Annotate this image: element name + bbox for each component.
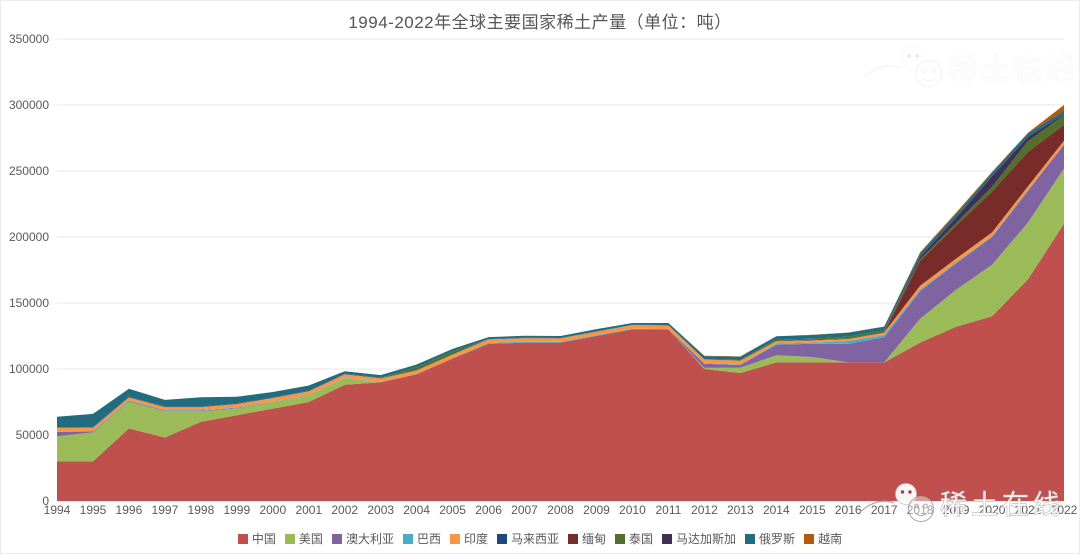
x-axis-tick-label: 2019 <box>943 503 970 517</box>
x-axis-tick-label: 2020 <box>979 503 1006 517</box>
y-axis-tick-label: 250000 <box>9 164 49 178</box>
legend-label-usa: 美国 <box>298 532 323 546</box>
x-axis-tick-label: 2021 <box>1015 503 1042 517</box>
watermark-face-smile <box>914 512 928 516</box>
x-axis-tick-label: 1999 <box>223 503 250 517</box>
legend-label-australia: 澳大利亚 <box>345 532 394 546</box>
legend-item-russia: 俄罗斯 <box>745 530 795 547</box>
x-axis-tick-label: 2016 <box>835 503 862 517</box>
legend-label-brazil: 巴西 <box>416 532 441 546</box>
y-axis-tick-label: 100000 <box>9 362 49 376</box>
brand-watermark: 稀土在线 <box>864 46 1079 88</box>
watermark-face-icon <box>901 46 925 70</box>
legend-label-madagascar: 马达加斯加 <box>676 532 737 546</box>
watermark-face-eye <box>907 54 912 58</box>
watermark-face-eye <box>930 68 936 74</box>
legend-swatch-usa <box>284 533 295 544</box>
legend-label-thailand: 泰国 <box>629 532 654 546</box>
y-axis-tick-label: 50000 <box>16 428 50 442</box>
watermark-brand-text: 稀土在线 <box>940 490 1064 520</box>
watermark-face-icon <box>895 483 917 505</box>
legend-item-usa: 美国 <box>284 530 323 547</box>
x-axis-tick-label: 1998 <box>188 503 215 517</box>
x-axis-tick-label: 2017 <box>871 503 898 517</box>
legend-swatch-malaysia <box>496 533 507 544</box>
watermark-face-outline-icon <box>907 495 935 523</box>
legend-item-australia: 澳大利亚 <box>331 530 394 547</box>
area-series-usa <box>57 168 1064 462</box>
legend-swatch-russia <box>745 533 756 544</box>
x-axis-tick-label: 2010 <box>619 503 646 517</box>
legend-label-china: 中国 <box>251 532 276 546</box>
legend-label-india: 印度 <box>463 532 488 546</box>
x-axis-tick-label: 2005 <box>439 503 466 517</box>
y-axis-tick-label: 350000 <box>9 32 49 46</box>
legend-item-india: 印度 <box>449 530 488 547</box>
chart-title: 1994-2022年全球主要国家稀土产量（单位：吨） <box>348 13 732 32</box>
watermark-face-eye <box>915 54 919 58</box>
legend-swatch-vietnam <box>804 533 815 544</box>
x-axis-tick-label: 2009 <box>583 503 610 517</box>
y-axis-tick-label: 300000 <box>9 98 49 112</box>
x-axis-tick-label: 2001 <box>295 503 322 517</box>
x-axis-tick-label: 2022 <box>1051 503 1078 517</box>
x-axis-tick-label: 1997 <box>152 503 179 517</box>
area-series-china <box>57 223 1064 502</box>
legend-item-thailand: 泰国 <box>615 530 653 547</box>
legend-swatch-china <box>237 533 248 544</box>
watermark-face-smile <box>922 77 936 82</box>
legend-label-vietnam: 越南 <box>818 532 843 546</box>
legend-item-vietnam: 越南 <box>804 530 842 547</box>
x-axis-tick-label: 2008 <box>547 503 574 517</box>
watermark-face-eye <box>923 503 928 509</box>
x-axis-tick-label: 2000 <box>259 503 286 517</box>
y-axis-tick-label: 150000 <box>9 296 49 310</box>
watermark-face-eye <box>908 490 912 494</box>
x-axis-tick-label: 2004 <box>403 503 430 517</box>
x-axis-tick-label: 1994 <box>44 503 71 517</box>
chart-legend: 中国 美国 澳大利亚 巴西 印度 马来西亚 缅甸 泰国 马达加斯加 俄罗斯 越南 <box>1 530 1079 547</box>
watermark-face-outline-icon <box>915 59 943 88</box>
legend-item-malaysia: 马来西亚 <box>496 530 559 547</box>
x-axis-tick-label: 2014 <box>763 503 790 517</box>
legend-swatch-brazil <box>402 533 413 544</box>
legend-item-myanmar: 缅甸 <box>568 530 606 547</box>
watermark-swoosh <box>864 64 901 78</box>
x-axis-tick-label: 2002 <box>331 503 358 517</box>
watermark-swoosh <box>859 500 895 513</box>
x-axis-tick-label: 2012 <box>691 503 718 517</box>
x-axis-tick-label: 2003 <box>367 503 394 517</box>
legend-swatch-thailand <box>615 533 626 544</box>
legend-swatch-india <box>449 533 460 544</box>
legend-label-malaysia: 马来西亚 <box>510 532 559 546</box>
brand-watermark: 稀土在线 <box>859 483 1064 523</box>
legend-item-brazil: 巴西 <box>402 530 441 547</box>
legend-item-madagascar: 马达加斯加 <box>662 530 736 547</box>
watermark-face-eye <box>921 68 927 74</box>
x-axis-tick-label: 2015 <box>799 503 826 517</box>
x-axis-tick-label: 2006 <box>475 503 502 517</box>
legend-item-china: 中国 <box>237 530 276 547</box>
watermark-face-eye <box>900 490 905 494</box>
x-axis-tick-label: 1995 <box>80 503 107 517</box>
x-axis-tick-label: 2007 <box>511 503 538 517</box>
legend-swatch-australia <box>331 533 342 544</box>
legend-label-myanmar: 缅甸 <box>582 532 607 546</box>
legend-swatch-madagascar <box>662 533 673 544</box>
legend-label-russia: 俄罗斯 <box>759 532 796 546</box>
watermark-face-eye <box>914 503 919 509</box>
legend-swatch-myanmar <box>568 533 578 544</box>
x-axis-tick-label: 1996 <box>116 503 143 517</box>
x-axis-tick-label: 2013 <box>727 503 754 517</box>
y-axis-tick-label: 200000 <box>9 230 49 244</box>
x-axis-tick-label: 2011 <box>655 503 681 517</box>
y-axis-tick-label: 0 <box>42 494 49 508</box>
watermark-brand-text: 稀土在线 <box>949 54 1079 86</box>
